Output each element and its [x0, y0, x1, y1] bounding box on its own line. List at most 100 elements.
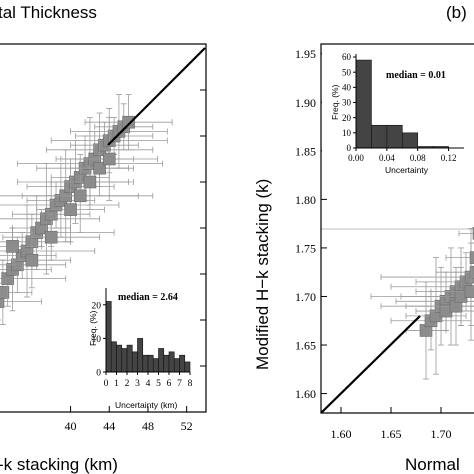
data-point [25, 253, 39, 267]
data-point [6, 240, 19, 253]
panel-a-x-ticks: 40 44 48 52 [65, 406, 193, 433]
data-point [469, 265, 474, 279]
data-point [469, 251, 474, 264]
inset-y-tick-label: 40 [342, 83, 352, 93]
x-tick-label: 44 [103, 419, 115, 433]
panel-a-inset-y-label: Freq. (%) [88, 310, 98, 346]
histogram-bar [126, 344, 133, 373]
panel-a-points [0, 94, 173, 326]
histogram-bar [110, 341, 117, 373]
inset-x-tick-label: 6 [167, 379, 172, 389]
inset-y-tick-label: 60 [342, 52, 352, 62]
panel-a: tal Thickness 40 44 48 52 -k stacking (km) … [0, 3, 207, 474]
inset-x-tick-label: 2 [125, 379, 130, 389]
inset-x-tick-label: 8 [188, 379, 193, 389]
histogram-bar [386, 124, 403, 149]
histogram-bar [142, 354, 149, 373]
x-tick-label: 52 [181, 419, 193, 433]
histogram-bar [168, 351, 175, 373]
panel-a-inset-x-label: Uncertainty (km) [115, 400, 178, 410]
y-tick-label: 1.60 [295, 387, 316, 401]
inset-y-tick-label: 20 [92, 301, 102, 311]
data-point [93, 161, 106, 175]
inset-x-tick-label: 3 [135, 379, 140, 389]
y-tick-label: 1.95 [295, 47, 316, 61]
inset-x-tick-label: 0 [104, 379, 109, 389]
histogram-bar [158, 348, 165, 373]
panel-b-inset-ticks: 0.00 0.04 0.08 0.12 0 10 20 30 40 50 60 [342, 52, 456, 163]
histogram-bar [152, 358, 159, 373]
inset-x-tick-label: 0.04 [379, 153, 395, 163]
inset-x-tick-label: 7 [177, 379, 182, 389]
panel-b-inset-bars [355, 59, 449, 149]
data-point [64, 203, 77, 216]
histogram-bar [179, 354, 186, 373]
panel-b: (b) 1.60 1.65 1.70 1.75 1.80 1.85 1.90 1.95 1.6… [253, 3, 474, 474]
y-tick-label: 1.65 [295, 339, 316, 353]
inset-y-tick-label: 10 [92, 335, 102, 345]
panel-b-frame [320, 43, 474, 414]
inset-y-tick-label: 20 [342, 113, 352, 123]
panel-a-reference-line [107, 47, 206, 146]
histogram-bar [163, 354, 170, 373]
panel-b-x-axis-label: Normal [405, 455, 460, 474]
data-point [73, 189, 87, 203]
panel-b-label: (b) [446, 3, 467, 22]
x-tick-label: 1.70 [431, 427, 452, 441]
data-point [0, 295, 5, 308]
histogram-bar [184, 361, 191, 373]
panel-b-x-ticks: 1.60 1.65 1.70 [331, 407, 452, 441]
data-point [83, 175, 97, 189]
panel-a-right-ticks [200, 43, 206, 413]
inset-x-tick-label: 5 [156, 379, 161, 389]
histogram-bar [401, 132, 419, 149]
panel-b-reference-line [320, 315, 421, 414]
x-tick-label: 1.60 [331, 427, 352, 441]
panel-b-inset-median: median = 0.01 [386, 70, 446, 81]
x-tick-label: 40 [65, 419, 77, 433]
inset-y-tick-label: 0 [347, 143, 352, 153]
histogram-bar [116, 344, 123, 373]
histogram-bar [105, 301, 112, 373]
panel-a-title: tal Thickness [0, 3, 97, 22]
data-point [102, 152, 116, 166]
panel-a-inset-bars [105, 301, 191, 373]
histogram-bar [173, 358, 180, 373]
inset-y-tick-label: 50 [342, 67, 352, 77]
panel-b-inset-histogram: 0.00 0.04 0.08 0.12 0 10 20 30 40 50 60 median = 0… [322, 45, 474, 175]
panel-b-inset-x-label: Uncertainty [385, 165, 429, 175]
data-point [0, 286, 10, 299]
y-tick-label: 1.70 [295, 290, 316, 304]
panel-b-inset-y-label: Freq. (%) [330, 84, 340, 120]
inset-x-tick-label: 0.08 [410, 153, 426, 163]
y-tick-label: 1.85 [295, 144, 316, 158]
data-point [122, 115, 135, 129]
data-point [44, 230, 58, 244]
panel-a-inset-median: median = 2.64 [118, 292, 178, 303]
histogram-bar [147, 354, 154, 373]
y-tick-label: 1.90 [295, 96, 316, 110]
histogram-bar [121, 348, 128, 373]
inset-x-tick-label: 1 [114, 379, 119, 389]
inset-x-tick-label: 4 [146, 379, 151, 389]
histogram-bar [355, 59, 372, 149]
x-tick-label: 1.65 [381, 427, 402, 441]
inset-x-tick-label: 0.12 [441, 153, 457, 163]
inset-y-tick-label: 0 [96, 369, 101, 379]
histogram-bar [131, 351, 138, 373]
panel-b-points [370, 227, 474, 380]
inset-y-tick-label: 10 [342, 128, 352, 138]
inset-x-tick-label: 0.00 [348, 153, 364, 163]
histogram-bar [371, 124, 388, 149]
data-point [464, 285, 474, 298]
y-tick-label: 1.75 [295, 241, 316, 255]
y-tick-label: 1.80 [295, 193, 316, 207]
inset-y-tick-label: 30 [342, 98, 352, 108]
panel-b-y-axis-label: Modified H−k stacking (k) [253, 179, 272, 370]
histogram-bar [137, 338, 144, 373]
x-tick-label: 48 [142, 419, 154, 433]
panel-b-y-ticks: 1.60 1.65 1.70 1.75 1.80 1.85 1.90 1.95 [295, 47, 327, 401]
panel-a-x-axis-label: -k stacking (km) [0, 455, 118, 474]
